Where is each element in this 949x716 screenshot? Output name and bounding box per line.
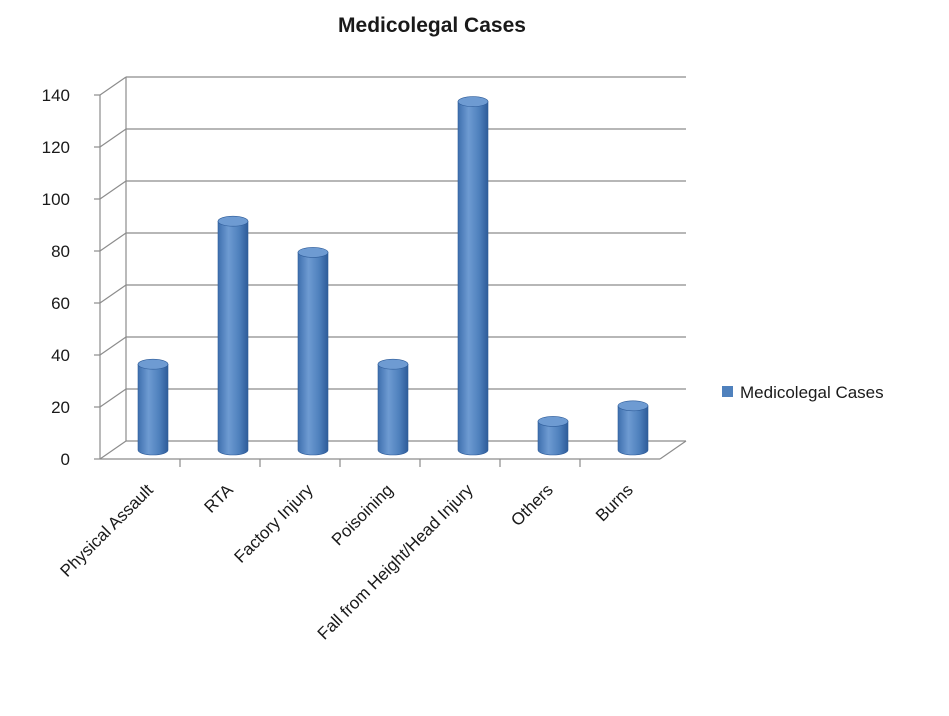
- gridline-depth: [99, 388, 127, 408]
- y-tick-label: 120: [42, 138, 70, 157]
- bar: [297, 247, 329, 456]
- bar: [217, 215, 249, 456]
- axes: [94, 77, 687, 467]
- y-tick-label: 20: [51, 398, 70, 417]
- x-category-label: Poisoining: [328, 480, 397, 549]
- bar-body: [297, 252, 329, 456]
- y-tick-label: 80: [51, 242, 70, 261]
- legend-label: Medicolegal Cases: [740, 383, 884, 402]
- bar-top: [537, 416, 569, 427]
- gridline-depth: [99, 76, 127, 96]
- gridline-depth: [99, 284, 127, 304]
- bar-body: [137, 363, 169, 456]
- chart-title: Medicolegal Cases: [338, 14, 526, 37]
- y-tick-label: 40: [51, 346, 70, 365]
- gridline-depth: [99, 128, 127, 148]
- bar: [377, 358, 409, 456]
- legend: Medicolegal Cases: [722, 383, 884, 402]
- bar: [137, 358, 169, 456]
- y-axis-ticks: 0 20 40 60 80 100 120 140: [42, 86, 70, 469]
- bar-body: [457, 101, 489, 456]
- gridline-depth: [99, 180, 127, 200]
- bar-body: [377, 363, 409, 456]
- x-category-label: Factory Injury: [231, 480, 318, 567]
- x-category-label: RTA: [200, 480, 237, 517]
- bar-top: [457, 96, 489, 107]
- bar: [457, 96, 489, 456]
- x-category-label: Physical Assault: [57, 480, 157, 580]
- bars: [137, 96, 649, 456]
- gridline-depth: [99, 232, 127, 252]
- x-category-label: Burns: [592, 480, 637, 525]
- x-category-label: Others: [507, 480, 557, 530]
- bar: [617, 400, 649, 456]
- bar: [537, 416, 569, 456]
- bar-body: [617, 405, 649, 456]
- bar-body: [537, 421, 569, 456]
- floor-edge: [659, 440, 687, 460]
- bar-body: [217, 220, 249, 456]
- bar-top: [377, 358, 409, 370]
- bar-top: [617, 400, 649, 412]
- gridline-depth: [99, 336, 127, 356]
- y-tick-label: 100: [42, 190, 70, 209]
- x-category-label: Fall from Height/Head Injury: [314, 480, 477, 643]
- bar-top: [217, 215, 249, 227]
- gridline-depth: [99, 440, 127, 460]
- bar-top: [137, 358, 169, 370]
- bar-top: [297, 247, 329, 258]
- y-tick-label: 0: [61, 450, 70, 469]
- y-tick-label: 60: [51, 294, 70, 313]
- y-tick-label: 140: [42, 86, 70, 105]
- legend-swatch: [722, 386, 733, 397]
